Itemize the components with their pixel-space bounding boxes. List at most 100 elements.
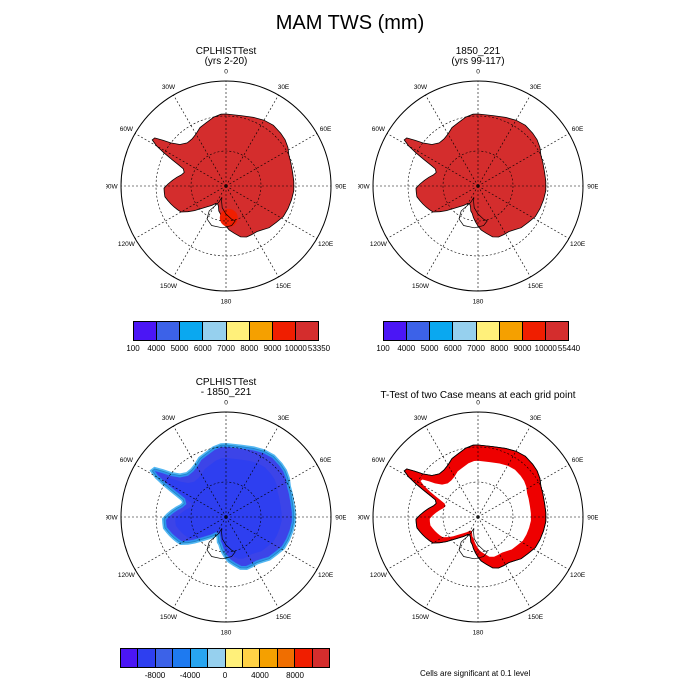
colorbar-tick-label: 6000 xyxy=(193,344,212,353)
longitude-label: 120W xyxy=(118,241,136,248)
longitude-label: 60W xyxy=(120,126,134,133)
colorbar-tick-label: 7000 xyxy=(217,344,235,353)
longitude-label: 150E xyxy=(276,614,292,621)
colorbar-swatch xyxy=(453,322,477,340)
colorbar-swatch xyxy=(203,322,227,340)
meridian-line xyxy=(134,133,227,187)
colorbar-swatch xyxy=(499,322,523,340)
longitude-label: 120E xyxy=(570,572,586,579)
meridian-line xyxy=(173,425,227,518)
ice-shelf-outline xyxy=(206,528,236,560)
longitude-label: 150E xyxy=(276,283,292,290)
longitude-label: 30E xyxy=(530,415,542,422)
antarctica-landmass xyxy=(403,113,547,238)
longitude-label: 30W xyxy=(414,415,428,422)
meridian-line xyxy=(134,516,227,570)
ice-shelf-outline xyxy=(458,528,488,560)
colorbar-swatch xyxy=(277,649,296,667)
colorbar-swatch xyxy=(249,322,273,340)
antarctica-landmass xyxy=(151,113,295,238)
colorbar-2-labels: 100 4000 5000 6000 7000 8000 9000 10000 55440 xyxy=(376,344,580,356)
colorbar-swatch xyxy=(295,322,318,340)
colorbar-swatch xyxy=(180,322,204,340)
meridian-line xyxy=(173,185,227,278)
meridian-line xyxy=(477,94,531,187)
longitude-label: 30E xyxy=(530,84,542,91)
longitude-label: 120W xyxy=(370,572,388,579)
meridian-line xyxy=(425,94,479,187)
meridian-line xyxy=(477,185,570,239)
colorbar-swatch xyxy=(260,649,278,667)
longitude-label: 180 xyxy=(221,299,232,306)
latitude-circle xyxy=(190,150,262,222)
longitude-label: 0 xyxy=(224,400,228,407)
meridian-line xyxy=(134,464,227,518)
longitude-label: 30W xyxy=(414,84,428,91)
longitude-label: 90E xyxy=(335,515,346,522)
colorbar-tick-label: 8000 xyxy=(286,671,304,680)
colorbar-tick-label: 100 xyxy=(126,344,140,353)
panel-title-3: CPLHISTTest - 1850_221 xyxy=(106,378,346,398)
coastline xyxy=(403,444,547,569)
longitude-label: 60W xyxy=(372,126,386,133)
longitude-label: 0 xyxy=(476,69,480,76)
panel-title-3-sub: - 1850_221 xyxy=(200,387,252,398)
meridian-line xyxy=(134,185,227,239)
panel-title-2-main: 1850_221 xyxy=(455,46,501,57)
latitude-circle xyxy=(190,481,262,553)
colorbar-tick-label: 6000 xyxy=(443,344,462,353)
longitude-label: 60E xyxy=(572,126,584,133)
longitude-label: 60W xyxy=(372,457,386,464)
colorbar-tick-label: 53350 xyxy=(307,344,331,353)
meridian-line xyxy=(386,133,479,187)
panel-title-2: 1850_221 (yrs 99-117) xyxy=(358,47,598,67)
polar-map-svg-2: 0 30E 60E 90E 120E 150E 180 150W 120W 90W 60W 30W xyxy=(356,69,599,306)
meridian-line xyxy=(386,516,479,570)
figure-title: MAM TWS (mm) xyxy=(275,12,425,34)
longitude-label: 150E xyxy=(528,283,544,290)
meridian-line xyxy=(225,464,318,518)
longitude-label: 90W xyxy=(106,184,119,191)
meridian-line xyxy=(225,516,279,609)
colorbar-swatch xyxy=(225,649,243,667)
polar-map-svg-1: 0 30E 60E 90E 120E 150E 180 150W 120W 90W 60W 30W xyxy=(104,69,347,306)
colorbar-tick-label: 8000 xyxy=(240,344,259,353)
longitude-label: 30W xyxy=(162,84,176,91)
colorbar-swatch xyxy=(157,322,181,340)
longitude-label: 60W xyxy=(120,457,134,464)
colorbar-swatch xyxy=(134,322,158,340)
colorbar-3-labels: -8000 -4000 0 4000 8000 xyxy=(120,671,330,683)
panel-title-4-main: T-Test of two Case means at each grid po… xyxy=(380,390,576,401)
colorbar-swatch xyxy=(476,322,500,340)
longitude-label: 120W xyxy=(118,572,136,579)
colorbar-1-labels: 100 4000 5000 6000 7000 8000 9000 10000 53350 xyxy=(126,344,330,356)
meridian-line xyxy=(173,516,227,609)
meridian-line xyxy=(477,185,531,278)
high-value-patch xyxy=(219,208,238,227)
longitude-label: 90E xyxy=(335,184,346,191)
colorbar-tick-label: -8000 xyxy=(144,671,166,680)
colorbar-swatch xyxy=(155,649,174,667)
panel-title-1: CPLHISTTest (yrs 2-20) xyxy=(106,47,346,67)
latitude-circle xyxy=(442,150,514,222)
meridian-line xyxy=(477,516,570,570)
meridian-line xyxy=(477,516,531,609)
longitude-label: 120E xyxy=(570,241,586,248)
meridian-line xyxy=(225,516,318,570)
meridian-line xyxy=(173,94,227,187)
colorbar-swatch xyxy=(121,649,139,667)
longitude-label: 150W xyxy=(412,283,430,290)
colorbar-tick-label: 9000 xyxy=(513,344,532,353)
longitude-label: 150W xyxy=(160,283,178,290)
longitude-label: 150E xyxy=(528,614,544,621)
longitude-label: 30E xyxy=(278,415,290,422)
polar-map-svg-4: 0 30E 60E 90E 120E 150E 180 150W 120W 90W 60W 30W xyxy=(356,400,599,637)
colorbar-tick-label: 4000 xyxy=(251,671,269,680)
longitude-label: 60E xyxy=(572,457,584,464)
map-border xyxy=(372,80,584,292)
longitude-label: 120E xyxy=(318,572,334,579)
longitude-label: 90W xyxy=(106,515,119,522)
meridian-line xyxy=(477,464,570,518)
colorbar-swatch xyxy=(522,322,546,340)
colorbar-2 xyxy=(383,321,569,341)
